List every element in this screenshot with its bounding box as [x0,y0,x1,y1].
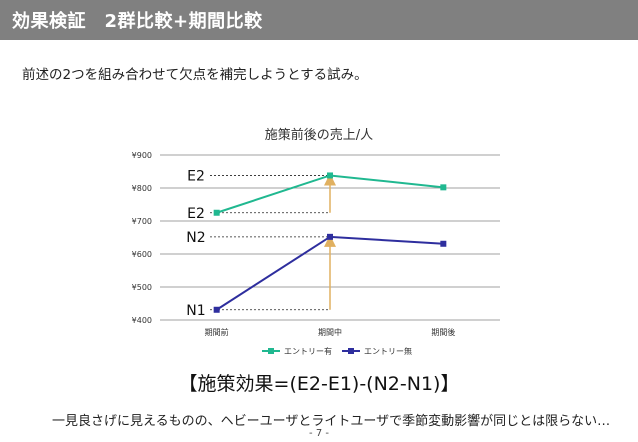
annotation-label: N2 [186,230,205,246]
annotation-label: E2 [187,206,205,222]
slide-subtitle: 前述の2つを組み合わせて欠点を補完しようとする試み。 [22,67,368,83]
legend-label: エントリー有 [284,346,332,356]
annotation-label: E2 [187,168,205,184]
data-point [440,184,447,191]
slide-title: 効果検証 2群比較+期間比較 [12,11,263,32]
data-point [213,306,220,313]
chart-title: 施策前後の売上/人 [264,128,374,143]
data-point [213,209,220,216]
x-tick-label: 期間中 [318,327,342,337]
page-number: - 7 - [309,428,329,439]
legend-marker [268,348,274,354]
data-point [327,233,333,240]
footer-note: 一見良さげに見えるものの、ヘビーユーザとライトユーザで季節変動影響が同じとは限ら… [52,414,611,429]
y-tick-label: ¥800 [132,184,152,193]
slide-header: 効果検証 2群比較+期間比較 [0,0,638,40]
y-tick-label: ¥900 [132,151,152,160]
annotation-label: N1 [186,303,205,319]
data-point [440,240,447,247]
effect-formula: 【施策効果=(E2-E1)-(N2-N1)】 [178,373,460,395]
y-tick-label: ¥700 [132,217,152,226]
x-tick-label: 期間後 [431,327,455,337]
y-tick-label: ¥400 [132,316,152,325]
y-tick-label: ¥500 [132,283,152,292]
y-tick-label: ¥600 [132,250,152,259]
x-tick-label: 期間前 [205,327,229,337]
data-point [327,172,333,179]
legend-label: エントリー無 [364,346,412,356]
legend-marker [348,348,354,354]
